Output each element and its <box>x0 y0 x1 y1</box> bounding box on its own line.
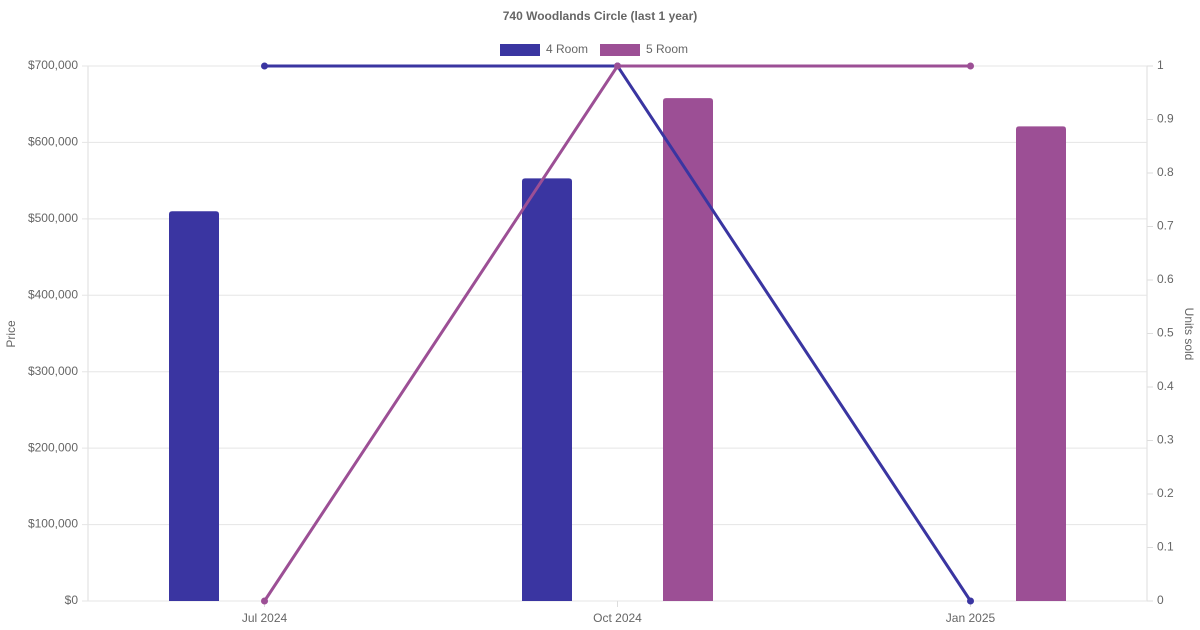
y-tick-label: $400,000 <box>28 287 78 301</box>
point <box>967 597 974 605</box>
point <box>261 597 268 605</box>
bar <box>663 98 713 601</box>
y-tick-label: $600,000 <box>28 135 78 149</box>
x-tick-label: Jul 2024 <box>242 611 288 625</box>
y2-tick-label: 0 <box>1157 593 1164 607</box>
line <box>264 64 972 602</box>
y2-tick-label: 0.6 <box>1157 272 1174 286</box>
legend-label: 4 Room <box>546 42 588 56</box>
y-tick-label: $0 <box>65 593 79 607</box>
y2-tick-label: 1 <box>1157 58 1164 72</box>
y2-tick-label: 0.8 <box>1157 165 1174 179</box>
x-tick-label: Jan 2025 <box>946 611 996 625</box>
bar <box>169 211 219 601</box>
point <box>614 62 621 70</box>
y2-axis-label: Units sold <box>1182 308 1196 361</box>
bar <box>522 178 572 601</box>
y-tick-label: $300,000 <box>28 364 78 378</box>
legend-swatch <box>500 44 540 56</box>
x-tick-label: Oct 2024 <box>593 611 642 625</box>
legend-swatch <box>600 44 640 56</box>
y2-tick-label: 0.7 <box>1157 219 1174 233</box>
y-axis-label: Price <box>4 320 18 348</box>
point <box>967 62 974 70</box>
y-tick-label: $200,000 <box>28 440 78 454</box>
y-tick-label: $100,000 <box>28 517 78 531</box>
y2-tick-label: 0.3 <box>1157 433 1174 447</box>
y2-tick-label: 0.1 <box>1157 540 1174 554</box>
chart-title: 740 Woodlands Circle (last 1 year) <box>503 9 698 23</box>
y2-tick-label: 0.5 <box>1157 326 1174 340</box>
bar <box>1016 126 1066 601</box>
y2-tick-label: 0.4 <box>1157 379 1174 393</box>
legend-label: 5 Room <box>646 42 688 56</box>
y-tick-label: $700,000 <box>28 58 78 72</box>
y2-tick-label: 0.9 <box>1157 112 1174 126</box>
line <box>263 64 971 602</box>
y-tick-label: $500,000 <box>28 211 78 225</box>
y2-tick-label: 0.2 <box>1157 486 1174 500</box>
point <box>261 62 268 70</box>
